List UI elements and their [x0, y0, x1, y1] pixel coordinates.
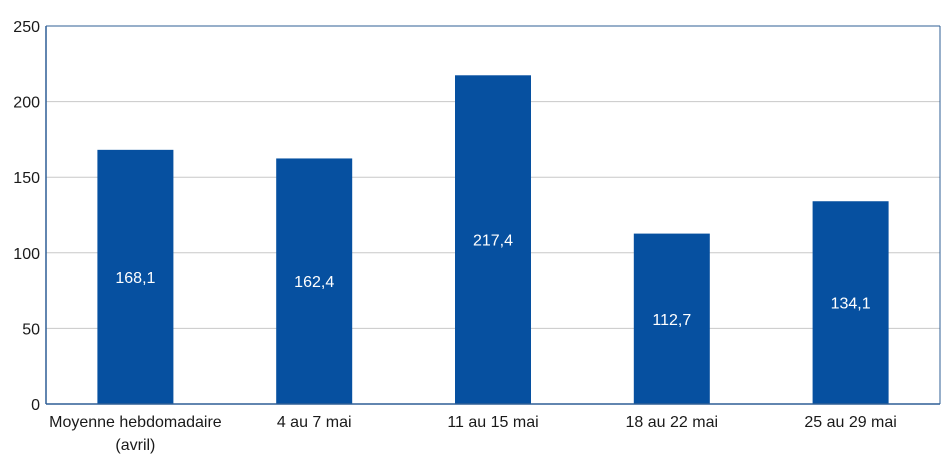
y-tick-label: 250 — [13, 19, 40, 36]
bar-value-label: 168,1 — [115, 270, 155, 287]
axes — [45, 25, 941, 405]
bar-value-label: 162,4 — [294, 274, 334, 291]
x-tick-label: 25 au 29 mai — [804, 414, 897, 431]
bar-value-label: 217,4 — [473, 233, 513, 250]
bar — [812, 201, 889, 404]
value-labels: 168,1 162,4 217,4 112,7 134,1 — [115, 233, 870, 329]
bar-value-label: 134,1 — [831, 296, 871, 313]
y-tick-label: 0 — [31, 397, 40, 414]
bar — [97, 149, 174, 404]
x-tick-label: 4 au 7 mai — [277, 414, 352, 431]
y-tick-label: 200 — [13, 95, 40, 112]
y-tick-label: 150 — [13, 170, 40, 187]
bar — [276, 158, 353, 404]
y-tick-label: 100 — [13, 246, 40, 263]
x-tick-labels: Moyenne hebdomadaire (avril) 4 au 7 mai 11 … — [49, 414, 897, 454]
y-tick-label: 50 — [22, 321, 40, 338]
bars — [97, 75, 889, 404]
y-tick-labels: 0 50 100 150 200 250 — [13, 19, 40, 414]
bar — [633, 233, 710, 404]
x-tick-label: 11 au 15 mai — [447, 414, 538, 431]
x-tick-label: (avril) — [115, 437, 155, 454]
x-tick-label: Moyenne hebdomadaire — [49, 414, 222, 431]
x-tick-label: 18 au 22 mai — [626, 414, 719, 431]
bar — [455, 75, 531, 404]
bar-value-label: 112,7 — [652, 312, 691, 329]
